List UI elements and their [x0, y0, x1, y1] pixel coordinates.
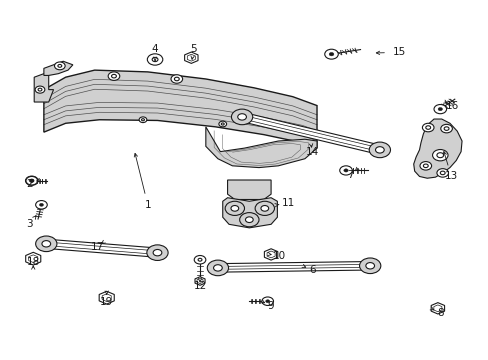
Polygon shape	[197, 279, 203, 284]
Polygon shape	[34, 74, 53, 102]
Text: 1: 1	[144, 200, 151, 210]
Circle shape	[359, 258, 380, 274]
Text: 9: 9	[267, 301, 274, 311]
Circle shape	[230, 206, 238, 211]
Circle shape	[433, 104, 446, 114]
Circle shape	[25, 176, 38, 185]
Circle shape	[265, 300, 269, 303]
Text: 5: 5	[190, 44, 197, 54]
Circle shape	[443, 127, 448, 130]
Circle shape	[30, 179, 34, 182]
Polygon shape	[45, 239, 158, 257]
Circle shape	[436, 168, 447, 177]
Circle shape	[432, 149, 447, 161]
Polygon shape	[227, 180, 270, 199]
Polygon shape	[29, 255, 38, 262]
Circle shape	[368, 142, 390, 158]
Circle shape	[224, 201, 244, 215]
Text: 10: 10	[272, 251, 285, 261]
Text: 4: 4	[151, 44, 158, 54]
Circle shape	[26, 176, 38, 185]
Polygon shape	[217, 261, 369, 272]
Polygon shape	[430, 303, 444, 314]
Circle shape	[38, 88, 42, 91]
Text: 7: 7	[347, 170, 353, 180]
Circle shape	[423, 164, 427, 168]
Circle shape	[153, 249, 162, 256]
Circle shape	[35, 86, 45, 93]
Circle shape	[245, 217, 253, 222]
Circle shape	[339, 166, 351, 175]
Circle shape	[147, 54, 163, 65]
Circle shape	[36, 236, 57, 252]
Circle shape	[174, 77, 179, 81]
Text: 6: 6	[308, 265, 315, 275]
Polygon shape	[102, 294, 111, 302]
Polygon shape	[44, 61, 73, 76]
Polygon shape	[223, 198, 277, 228]
Circle shape	[152, 57, 158, 62]
Text: 18: 18	[26, 257, 40, 266]
Circle shape	[262, 297, 273, 306]
Circle shape	[36, 201, 47, 209]
Text: 12: 12	[193, 281, 206, 291]
Circle shape	[436, 153, 443, 158]
Circle shape	[419, 162, 431, 170]
Polygon shape	[195, 277, 204, 285]
Text: 2: 2	[26, 179, 33, 189]
Polygon shape	[187, 54, 195, 61]
Polygon shape	[433, 305, 441, 312]
Circle shape	[439, 171, 444, 175]
Text: 3: 3	[26, 219, 33, 229]
Circle shape	[171, 75, 182, 83]
Circle shape	[437, 108, 442, 111]
Circle shape	[328, 53, 333, 56]
Circle shape	[139, 117, 146, 123]
Polygon shape	[205, 127, 316, 168]
Polygon shape	[44, 70, 316, 148]
Circle shape	[54, 62, 65, 70]
Circle shape	[40, 203, 43, 206]
Circle shape	[261, 206, 268, 211]
Circle shape	[239, 213, 259, 227]
Circle shape	[365, 262, 374, 269]
Circle shape	[141, 119, 144, 121]
Circle shape	[343, 169, 347, 172]
Circle shape	[111, 75, 116, 78]
Polygon shape	[26, 252, 41, 265]
Circle shape	[213, 265, 222, 271]
Polygon shape	[240, 113, 381, 154]
Polygon shape	[264, 249, 277, 260]
Text: 13: 13	[444, 171, 457, 181]
Circle shape	[42, 240, 51, 247]
Circle shape	[194, 256, 205, 264]
Text: 16: 16	[445, 100, 458, 111]
Circle shape	[146, 245, 168, 260]
Circle shape	[221, 123, 224, 125]
Circle shape	[207, 260, 228, 276]
Circle shape	[231, 109, 252, 125]
Polygon shape	[266, 251, 275, 258]
Text: 14: 14	[305, 147, 318, 157]
Text: 17: 17	[90, 242, 103, 252]
Text: 15: 15	[392, 48, 405, 57]
Circle shape	[198, 258, 202, 261]
Polygon shape	[184, 52, 198, 63]
Circle shape	[30, 179, 34, 182]
Circle shape	[58, 64, 61, 67]
Circle shape	[324, 49, 338, 59]
Text: 19: 19	[100, 297, 113, 307]
Circle shape	[108, 72, 120, 80]
Text: 11: 11	[281, 198, 294, 208]
Polygon shape	[99, 291, 114, 304]
Circle shape	[255, 201, 274, 215]
Circle shape	[425, 126, 430, 129]
Circle shape	[440, 124, 451, 133]
Text: 8: 8	[436, 308, 443, 318]
Circle shape	[422, 123, 433, 132]
Circle shape	[219, 121, 226, 127]
Circle shape	[237, 114, 246, 120]
Polygon shape	[413, 119, 461, 178]
Circle shape	[375, 147, 384, 153]
